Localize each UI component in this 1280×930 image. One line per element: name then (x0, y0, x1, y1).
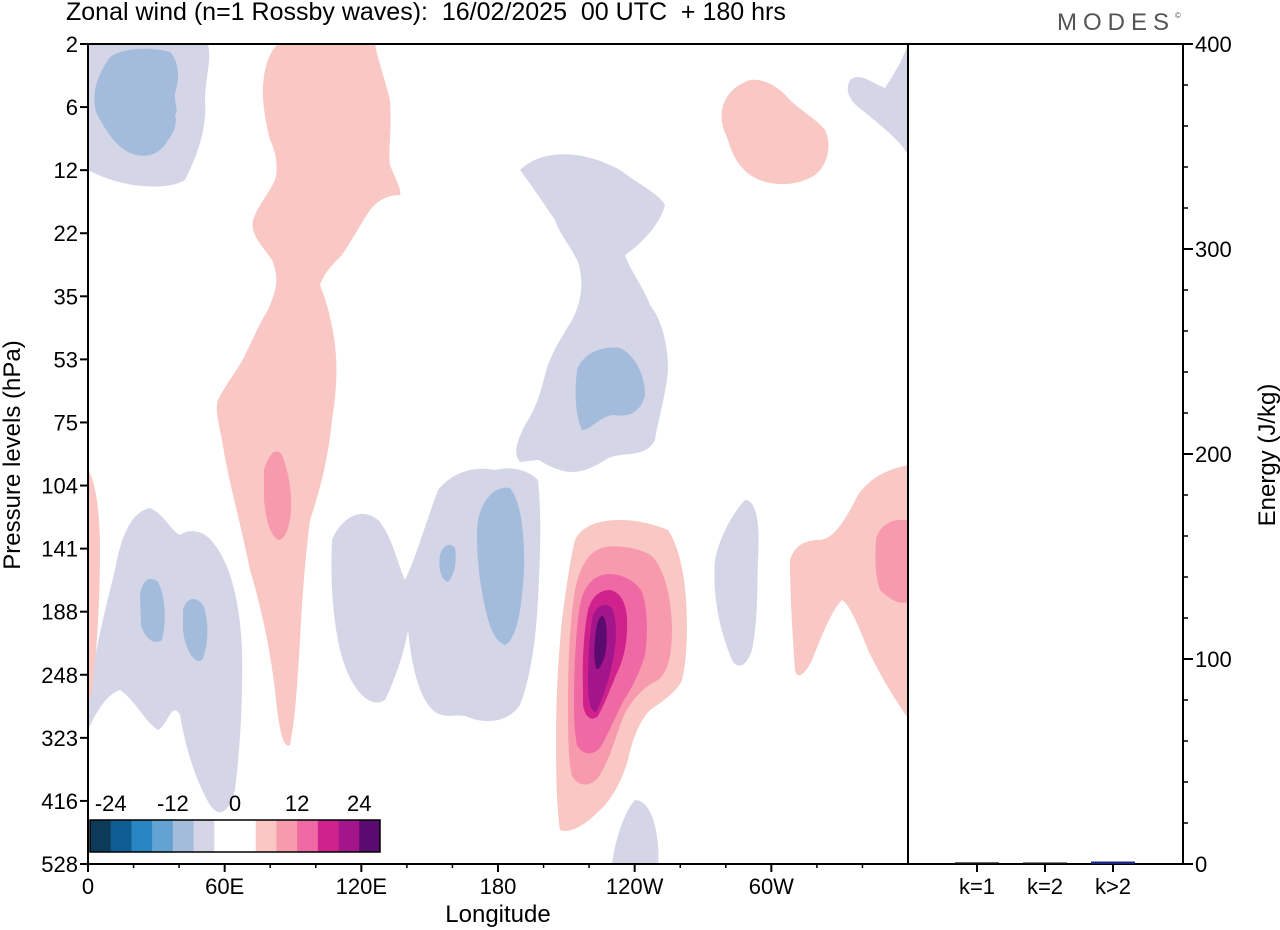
x-tick-label: 0 (82, 874, 94, 899)
contour-negative-medium (476, 487, 525, 645)
contour-positive-extreme (594, 615, 607, 670)
y-tick-label: 104 (41, 474, 78, 499)
y-tick-label: 2 (66, 32, 78, 57)
energy-tick-label: 0 (1195, 852, 1207, 877)
colorbar-swatch (338, 820, 360, 852)
energy-tick-label: 400 (1195, 32, 1232, 57)
colorbar-frame (89, 819, 381, 853)
brand-name: MODES (1057, 9, 1176, 36)
colorbar-label: 12 (285, 791, 309, 816)
brand-logo: MODES© (1057, 9, 1181, 37)
y-tick-label: 53 (54, 347, 78, 372)
contour-negative-medium (94, 48, 178, 156)
energy-panel-frame (907, 43, 1184, 865)
contour-positive-medium (264, 451, 292, 540)
contour-negative-medium (575, 347, 645, 430)
y-tick-label: 188 (41, 600, 78, 625)
y-tick-label: 528 (41, 852, 78, 877)
colorbar-label: -12 (157, 791, 189, 816)
contour-negative-weak (88, 508, 243, 813)
y-tick-label: 12 (54, 158, 78, 183)
colorbar-swatch (172, 820, 194, 852)
colorbar-swatch (317, 820, 339, 852)
y-tick-label: 22 (54, 221, 78, 246)
contour-positive-weak (721, 79, 829, 185)
colorbar-label: 0 (229, 791, 241, 816)
energy-bars: k=1 k=2 k>2 (955, 861, 1135, 899)
energy-tick-label: 100 (1195, 647, 1232, 672)
energy-axis-title: Energy (J/kg) (1254, 384, 1280, 527)
contour-negative-weak (714, 500, 759, 666)
x-axis: 0 60E 120E 180 120W 60W (82, 864, 864, 899)
chart-title: Zonal wind (n=1 Rossby waves): 16/02/202… (66, 0, 786, 26)
colorbar-swatch (297, 820, 319, 852)
colorbar: -24 -12 0 12 24 (89, 791, 381, 853)
contour-negative-weak (847, 44, 908, 155)
contour-negative-weak (612, 800, 659, 864)
y-tick-label: 75 (54, 410, 78, 435)
contour-positive-medium (875, 519, 908, 603)
y-axis-title: Pressure levels (hPa) (0, 340, 26, 569)
energy-tick-label: 300 (1195, 237, 1232, 262)
colorbar-swatch (131, 820, 153, 852)
colorbar-swatch (193, 820, 215, 852)
x-tick-label: 120W (606, 874, 664, 899)
contour-negative-medium (183, 598, 208, 661)
y-tick-label: 416 (41, 789, 78, 814)
y-tick-label: 141 (41, 537, 78, 562)
colorbar-swatch (110, 820, 132, 852)
energy-bar-2 (1023, 862, 1067, 864)
colorbar-swatch (235, 820, 257, 852)
energy-bar-1 (955, 862, 999, 864)
y-tick-label: 6 (66, 95, 78, 120)
contour-positive-weak (790, 465, 908, 718)
y-tick-label: 248 (41, 663, 78, 688)
colorbar-swatch (152, 820, 174, 852)
colorbar-label: -24 (95, 791, 127, 816)
energy-category-label: k=1 (959, 874, 995, 899)
contour-positive-weak (88, 470, 100, 705)
heatmap-field (88, 44, 908, 864)
colorbar-swatch (90, 820, 112, 852)
colorbar-swatch (359, 820, 381, 852)
y-axis: 2 6 12 22 35 53 75 104 141 188 248 323 416 528 (41, 32, 88, 877)
y-tick-label: 323 (41, 726, 78, 751)
contour-positive-weak (216, 44, 401, 746)
energy-axis: 0 100 200 300 400 (1183, 32, 1232, 877)
brand-mark: © (1175, 11, 1181, 20)
colorbar-swatch (214, 820, 236, 852)
colorbar-label: 24 (347, 791, 371, 816)
x-axis-title: Longitude (445, 901, 550, 928)
x-tick-label: 60E (205, 874, 244, 899)
contour-negative-medium (439, 544, 456, 582)
colorbar-swatch (276, 820, 298, 852)
contour-negative-medium (140, 578, 165, 642)
energy-tick-label: 200 (1195, 442, 1232, 467)
colorbar-swatch (255, 820, 277, 852)
x-tick-label: 60W (749, 874, 794, 899)
x-tick-label: 120E (336, 874, 387, 899)
x-tick-label: 180 (480, 874, 517, 899)
y-tick-label: 35 (54, 284, 78, 309)
energy-bar-3 (1091, 861, 1135, 864)
energy-category-label: k=2 (1027, 874, 1063, 899)
energy-category-label: k>2 (1095, 874, 1131, 899)
